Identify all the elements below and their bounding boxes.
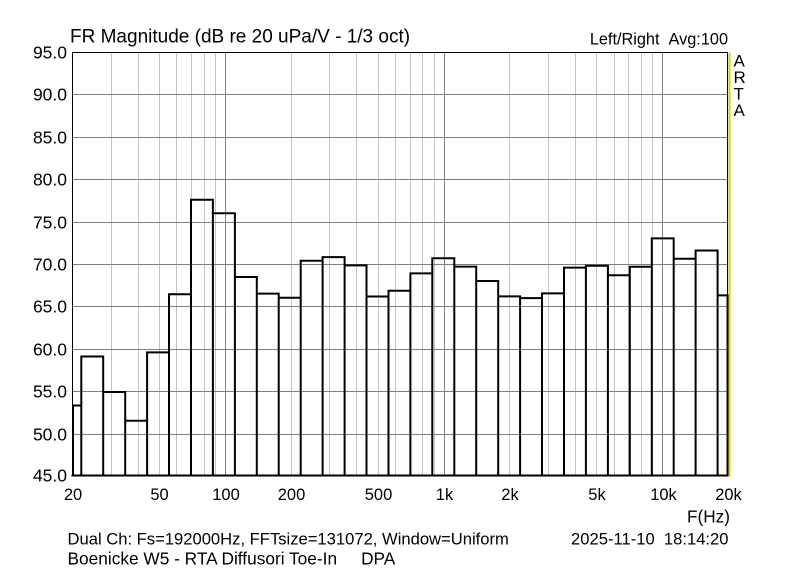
svg-text:50.0: 50.0	[33, 424, 67, 444]
svg-text:FR Magnitude (dB re 20 uPa/V -: FR Magnitude (dB re 20 uPa/V - 1/3 oct)	[70, 27, 410, 48]
svg-text:1k: 1k	[436, 486, 454, 504]
svg-text:Dual Ch: Fs=192000Hz, FFTsize=: Dual Ch: Fs=192000Hz, FFTsize=131072, Wi…	[68, 530, 509, 549]
svg-text:500: 500	[365, 486, 393, 504]
svg-text:2025-11-10 18:14:20: 2025-11-10 18:14:20	[571, 530, 728, 549]
svg-text:T: T	[734, 85, 744, 104]
svg-text:95.0: 95.0	[33, 42, 67, 62]
svg-text:85.0: 85.0	[33, 127, 67, 147]
svg-text:65.0: 65.0	[33, 296, 67, 316]
svg-text:20k: 20k	[715, 486, 742, 504]
svg-text:Left/Right Avg:100: Left/Right Avg:100	[590, 30, 728, 48]
svg-text:70.0: 70.0	[33, 254, 67, 274]
svg-text:50: 50	[150, 486, 168, 504]
svg-text:80.0: 80.0	[33, 169, 67, 189]
svg-text:200: 200	[278, 486, 306, 504]
svg-text:55.0: 55.0	[33, 381, 67, 401]
svg-text:Boenicke W5 - RTA Diffusori To: Boenicke W5 - RTA Diffusori Toe-In DPA	[68, 549, 396, 569]
svg-text:10k: 10k	[650, 486, 677, 504]
svg-text:75.0: 75.0	[33, 212, 67, 232]
svg-text:45.0: 45.0	[33, 465, 67, 485]
svg-text:100: 100	[212, 486, 240, 504]
svg-text:5k: 5k	[588, 486, 606, 504]
svg-text:F(Hz): F(Hz)	[687, 507, 730, 527]
svg-text:A: A	[734, 101, 746, 120]
svg-text:20: 20	[64, 486, 82, 504]
svg-text:2k: 2k	[501, 486, 519, 504]
svg-text:A: A	[734, 52, 746, 71]
svg-text:60.0: 60.0	[33, 339, 67, 359]
svg-text:R: R	[734, 68, 746, 87]
svg-text:90.0: 90.0	[33, 84, 67, 104]
